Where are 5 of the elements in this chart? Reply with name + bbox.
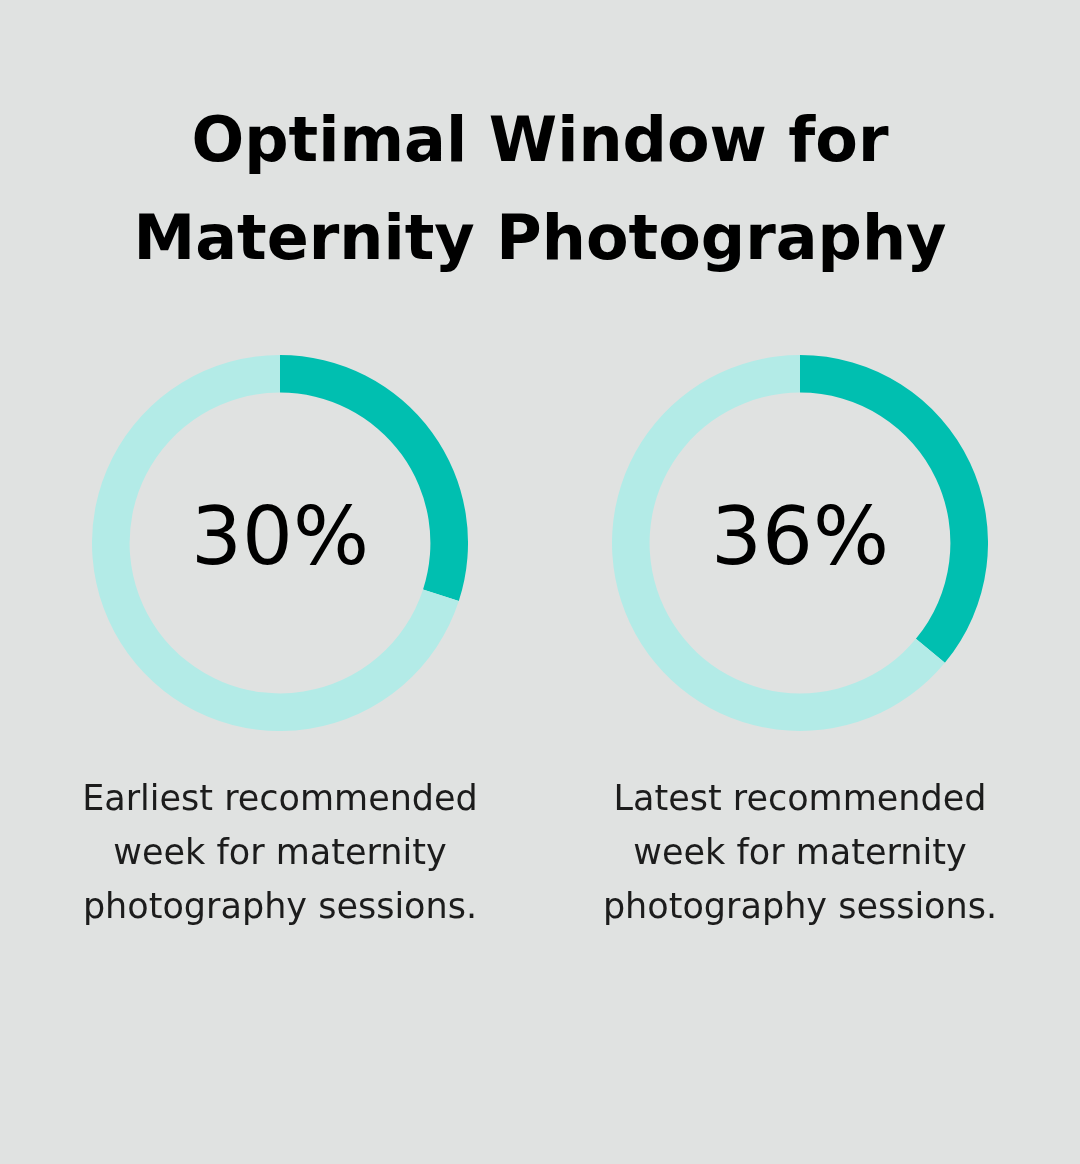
data-label: 30%	[191, 489, 369, 583]
chart-title: Optimal Window for Maternity Photography	[132, 102, 948, 276]
text: Earliest recommended week for maternity photography sessions.	[81, 777, 479, 928]
data-label: 36%	[711, 489, 889, 583]
text: Latest recommended week for maternity photography sessions.	[601, 777, 999, 928]
